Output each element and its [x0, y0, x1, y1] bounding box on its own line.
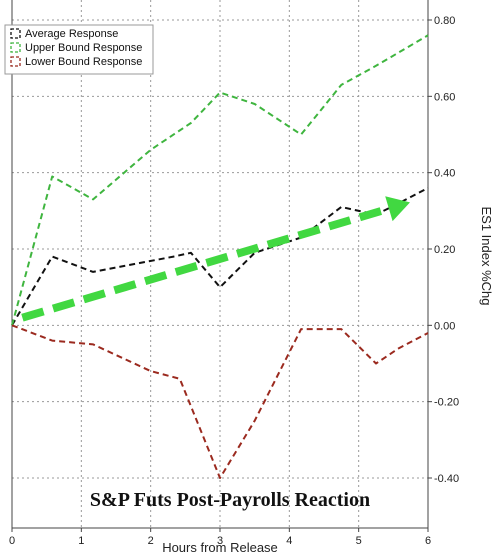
legend-label-average: Average Response — [25, 28, 118, 40]
x-tick-label: 6 — [425, 535, 431, 547]
legend-swatch-lower — [10, 56, 21, 67]
legend-swatch-average — [10, 28, 21, 39]
chart-title: S&P Futs Post-Payrolls Reaction — [90, 489, 370, 511]
legend-item-lower: Lower Bound Response — [10, 56, 142, 68]
y-tick-label: 0.60 — [434, 91, 455, 103]
x-tick-label: 1 — [78, 535, 84, 547]
grid — [12, 0, 428, 528]
annotations — [21, 196, 410, 322]
upper-bound-line — [11, 34, 429, 326]
legend-label-upper: Upper Bound Response — [25, 42, 142, 54]
x-axis-title: Hours from Release — [162, 540, 278, 555]
legend-box — [4, 24, 154, 75]
x-tick-label: 5 — [356, 535, 362, 547]
y-axis-title: ES1 Index %Chg — [479, 206, 494, 305]
x-tick-label: 0 — [9, 535, 15, 547]
legend-swatch-upper — [10, 42, 21, 53]
x-tick-label: 3 — [217, 535, 223, 547]
legend: Average Response Upper Bound Response Lo… — [4, 24, 154, 75]
legend-item-average: Average Response — [10, 28, 118, 40]
y-tick-label: -0.40 — [434, 473, 459, 485]
y-tick-label: 0.80 — [434, 15, 455, 27]
axes: 0 1 2 3 4 5 6 0.80 0.60 0.40 0.20 0.00 -0.20 -0.40 — [9, 0, 459, 547]
x-tick-label: 2 — [148, 535, 154, 547]
legend-item-upper: Upper Bound Response — [10, 42, 142, 54]
trend-arrow-head — [385, 196, 410, 222]
legend-label-lower: Lower Bound Response — [25, 56, 142, 68]
y-tick-label: 0.00 — [434, 320, 455, 332]
y-tick-label: -0.20 — [434, 397, 459, 409]
x-tick-label: 4 — [286, 535, 292, 547]
y-tick-label: 0.20 — [434, 244, 455, 256]
y-tick-label: 0.40 — [434, 168, 455, 180]
